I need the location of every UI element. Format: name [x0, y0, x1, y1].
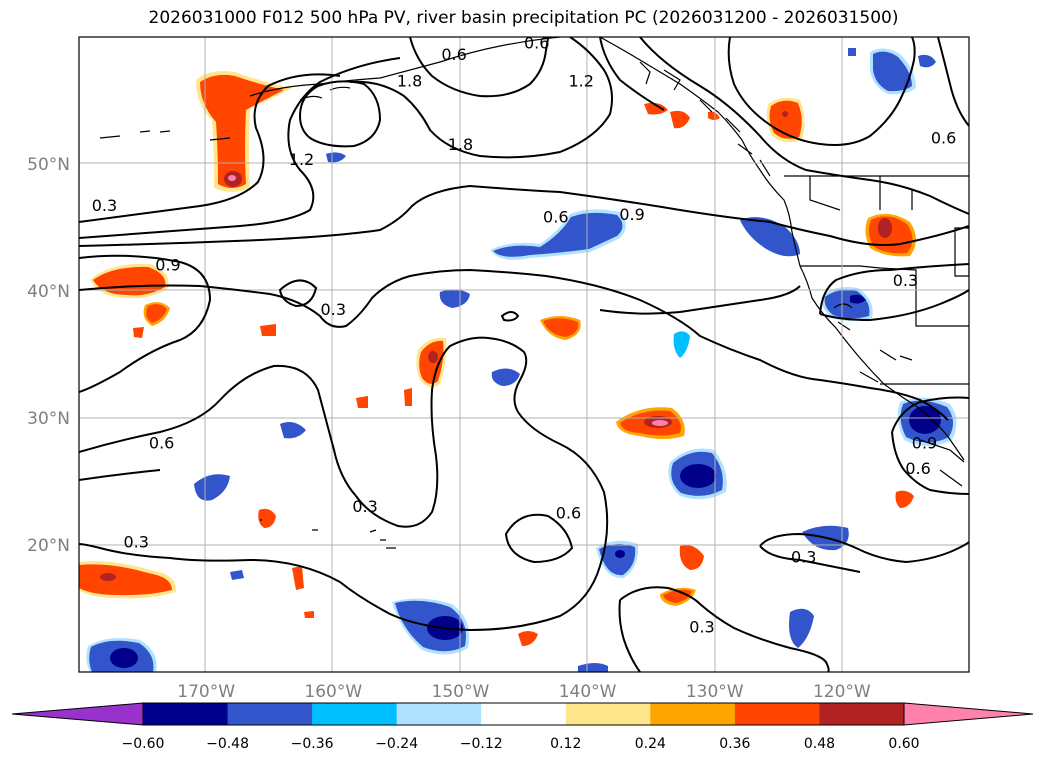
pv-contour-label: 0.6 — [905, 459, 930, 478]
graticule — [79, 37, 969, 672]
pv-contour-label: 0.6 — [524, 33, 549, 52]
pv-contour-label: 0.6 — [149, 433, 174, 452]
longitude-label: 120°W — [813, 682, 871, 702]
negative-anomaly-regions — [86, 48, 957, 672]
pv-contour-label: 0.6 — [556, 503, 581, 522]
longitude-label: 170°W — [177, 682, 235, 702]
longitude-label: 140°W — [559, 682, 617, 702]
colorbar-segment — [481, 703, 567, 725]
pv-contour-label: 0.3 — [791, 548, 816, 567]
pv-contour-label: 0.6 — [931, 129, 956, 148]
colorbar-segment — [143, 703, 229, 725]
colorbar-extend-max — [903, 702, 1034, 726]
colorbar-tick-label: 0.24 — [634, 736, 666, 752]
colorbar-tick-label: −0.60 — [121, 736, 165, 752]
pv-contour-label: 0.6 — [543, 207, 568, 226]
longitude-label: 130°W — [686, 682, 744, 702]
map-plot-area: 0.3 1.2 1.8 1.8 0.6 0.6 1.2 0.6 0.9 0.9 0.3 0.6 0.3 0… — [79, 33, 969, 672]
colorbar-segment — [565, 703, 651, 725]
colorbar-tick-label: 0.48 — [803, 736, 836, 752]
colorbar-segment — [650, 703, 736, 725]
pv-contour-label: 0.3 — [123, 532, 148, 551]
pv-contour-label: 1.2 — [289, 150, 314, 169]
colorbar-extend-min — [11, 702, 144, 726]
latitude-label: 30°N — [27, 409, 70, 429]
map-title: 2026031000 F012 500 hPa PV, river basin … — [148, 8, 899, 28]
colorbar-tick-label: −0.36 — [290, 736, 334, 752]
colorbar-segment — [819, 703, 905, 725]
longitude-label: 160°W — [304, 682, 362, 702]
colorbar-segment — [312, 703, 398, 725]
precip-anomaly-layer — [79, 48, 957, 672]
latitude-label: 20°N — [27, 536, 70, 556]
pv-contour-label: 1.2 — [568, 71, 593, 90]
pv-contour-label: 0.3 — [321, 300, 346, 319]
pv-contour-label: 0.9 — [619, 205, 644, 224]
colorbar-tick-label: −0.12 — [459, 736, 503, 752]
map-frame — [78, 36, 970, 673]
colorbar-segment — [396, 703, 482, 725]
longitude-label: 150°W — [432, 682, 490, 702]
latitude-labels: 50°N 40°N 30°N 20°N — [27, 155, 70, 556]
pv-contour-labels: 0.3 1.2 1.8 1.8 0.6 0.6 1.2 0.6 0.9 0.9 0.3 0.6 0.3 0… — [92, 33, 957, 637]
colorbar-segment — [734, 703, 820, 725]
colorbar-segment — [227, 703, 313, 725]
pv-contour-label: 0.9 — [912, 433, 937, 452]
pv-contour-label: 1.8 — [397, 71, 422, 90]
pv-contour-label: 0.6 — [441, 45, 466, 64]
colorbar-tick-label: −0.48 — [206, 736, 249, 752]
colorbar-tick-label: 0.36 — [719, 736, 751, 752]
pv-contour-label: 0.9 — [155, 256, 180, 275]
pv-contour-label: 1.8 — [448, 135, 473, 154]
pv-contour-lines — [79, 37, 969, 672]
latitude-label: 50°N — [27, 155, 70, 175]
colorbar — [11, 702, 1034, 726]
colorbar-tick-label: 0.12 — [550, 736, 582, 752]
pv-contour-label: 0.3 — [893, 271, 918, 290]
colorbar-tick-labels: −0.60 −0.48 −0.36 −0.24 −0.12 0.12 0.24 0.36 0.4… — [0, 736, 1047, 758]
colorbar-tick-label: −0.24 — [375, 736, 419, 752]
pv-contour-label: 0.3 — [352, 497, 377, 516]
latitude-label: 40°N — [27, 282, 70, 302]
colorbar-tick-label: 0.60 — [888, 736, 920, 752]
longitude-labels: 170°W 160°W 150°W 140°W 130°W 120°W — [177, 682, 871, 702]
pv-contour-label: 0.3 — [92, 196, 117, 215]
pv-contour-label: 0.3 — [689, 618, 714, 637]
positive-anomaly-regions — [79, 71, 916, 646]
